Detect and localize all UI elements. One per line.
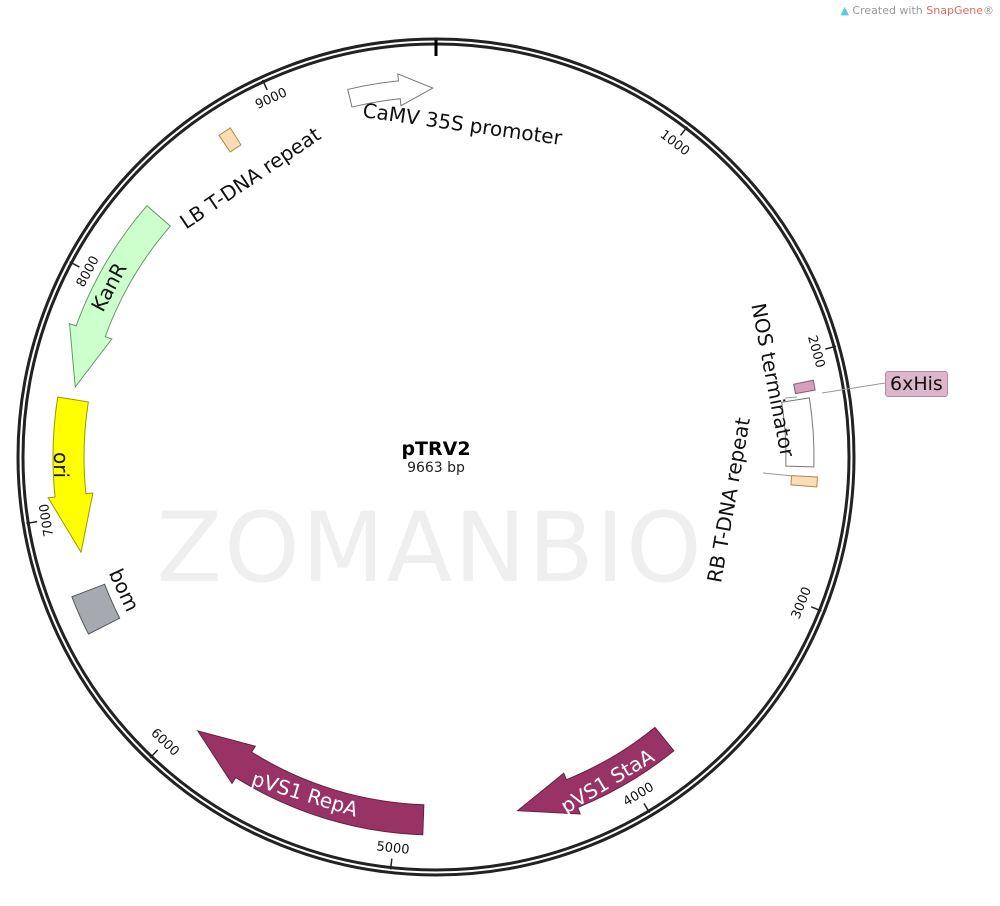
tick-label: 7000 [37,503,57,538]
tick-label: 9000 [253,85,289,112]
feature-bom [71,583,121,635]
tick-mark [26,520,38,525]
feature-pvs1-repa [196,730,425,836]
label-6xhis[interactable]: 6xHis [885,371,948,397]
tick-label: 2000 [804,334,827,370]
tick-mark [69,261,80,268]
feature-kanr [68,205,172,389]
credit-suffix: ® [983,4,994,17]
feature-nos-terminator [781,397,815,468]
leader-nos-terminator [784,396,798,399]
tick-mark [643,802,651,814]
plasmid-name: pTRV2 [401,438,471,460]
feature-ori [47,396,94,554]
feature-pvs1-staa [516,726,675,815]
feature-lb-t-dna-repeat [218,127,242,153]
plasmid-length: 9663 bp [407,460,465,476]
leader-rb-t-dna-repeat [762,472,794,477]
tick-label: 3000 [789,585,815,621]
tick-mark [261,79,268,91]
label-ori[interactable]: ori [49,451,74,479]
feature-6xhis [793,379,816,395]
watermark: ZOMANBIO [156,492,704,604]
tick-mark [149,749,159,759]
feature-camv-35s-promoter [347,73,434,108]
tick-mark [825,345,837,350]
feature-rb-t-dna-repeat [790,475,819,488]
tick-label: 4000 [621,780,657,810]
credit-brand: SnapGene [926,4,983,17]
credit-prefix: Created with [852,4,927,17]
snapgene-credit[interactable]: ▲ Created with SnapGene® [840,4,994,17]
tick-label: 1000 [657,127,692,159]
tick-mark [389,858,393,870]
tick-label: 5000 [376,839,411,858]
backbone-outer [16,37,856,877]
tick-mark [679,126,688,136]
leader-6xhis [821,382,886,394]
tick-mark [810,606,822,612]
snapgene-logo-icon: ▲ [840,4,849,17]
